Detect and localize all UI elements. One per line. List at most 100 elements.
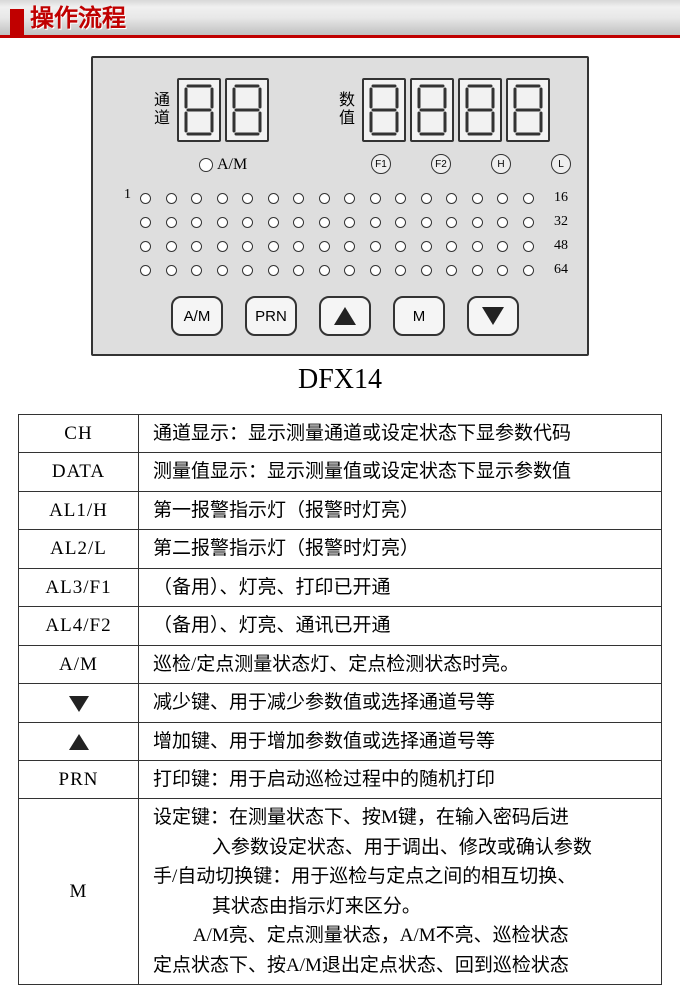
led-dot <box>421 193 432 204</box>
led-dot <box>395 217 406 228</box>
table-row: 减少键、用于减少参数值或选择通道号等 <box>19 684 662 722</box>
table-value-line: 手/自动切换键：用于巡检与定点之间的相互切换、 <box>153 862 653 891</box>
table-key <box>19 684 139 722</box>
led-dot <box>523 217 534 228</box>
table-value: 第一报警指示灯（报警时灯亮） <box>139 491 662 529</box>
seg7-digit <box>362 78 406 142</box>
table-row: M设定键：在测量状态下、按M键，在输入密码后进入参数设定状态、用于调出、修改或确… <box>19 799 662 985</box>
seg7-digit <box>177 78 221 142</box>
channel-display-group: 通道 <box>153 78 273 142</box>
function-indicators: F1 F2 H L <box>371 154 571 174</box>
led-dot <box>497 193 508 204</box>
led-dot <box>395 241 406 252</box>
led-dot <box>140 265 151 276</box>
table-value: 测量值显示：显示测量值或设定状态下显示参数值 <box>139 453 662 491</box>
triangle-up-icon <box>334 307 356 325</box>
h-indicator: H <box>491 154 511 174</box>
led-dot <box>140 193 151 204</box>
led-right-label: 32 <box>554 214 574 230</box>
table-key: DATA <box>19 453 139 491</box>
led-dot <box>523 241 534 252</box>
led-right-label: 48 <box>554 238 574 254</box>
device-diagram: 通道 数值 A/M F1 F2 H L 116324864 <box>0 38 680 404</box>
led-dot <box>217 217 228 228</box>
table-value: 通道显示：显示测量通道或设定状态下显参数代码 <box>139 415 662 453</box>
led-dot <box>268 193 279 204</box>
value-label: 数值 <box>338 92 356 128</box>
table-key: PRN <box>19 760 139 798</box>
table-value-line: 设定键：在测量状态下、按M键，在输入密码后进 <box>153 803 653 832</box>
table-key: M <box>19 799 139 985</box>
table-key: A/M <box>19 645 139 683</box>
seg7-digit <box>458 78 502 142</box>
led-dot <box>140 241 151 252</box>
am-button[interactable]: A/M <box>171 296 223 336</box>
led-dot <box>268 241 279 252</box>
led-dot <box>446 217 457 228</box>
led-dot <box>497 241 508 252</box>
channel-label: 通道 <box>153 92 171 128</box>
header-accent <box>10 9 24 35</box>
led-dot <box>191 265 202 276</box>
device-panel: 通道 数值 A/M F1 F2 H L 116324864 <box>91 56 589 356</box>
table-key: CH <box>19 415 139 453</box>
led-dot <box>472 217 483 228</box>
table-value: 打印键：用于启动巡检过程中的随机打印 <box>139 760 662 798</box>
led-dot <box>421 217 432 228</box>
led-dot <box>217 265 228 276</box>
triangle-down-icon <box>482 307 504 325</box>
led-dot <box>421 265 432 276</box>
led-dot <box>370 241 381 252</box>
led-dot <box>472 265 483 276</box>
table-value: 第二报警指示灯（报警时灯亮） <box>139 530 662 568</box>
model-name: DFX14 <box>298 364 382 396</box>
table-value-line: 其状态由指示灯来区分。 <box>153 892 653 921</box>
led-dot <box>523 265 534 276</box>
led-dot <box>293 241 304 252</box>
f1-indicator: F1 <box>371 154 391 174</box>
led-dot <box>319 265 330 276</box>
led-dot <box>166 217 177 228</box>
header-bar: 操作流程 <box>0 0 680 38</box>
led-dot <box>140 217 151 228</box>
led-dot <box>319 193 330 204</box>
led-dot <box>242 217 253 228</box>
led-dot <box>370 265 381 276</box>
table-value-line: 入参数设定状态、用于调出、修改或确认参数 <box>153 833 653 862</box>
led-dot <box>191 241 202 252</box>
led-dot <box>242 265 253 276</box>
table-value: 巡检/定点测量状态灯、定点检测状态时亮。 <box>139 645 662 683</box>
led-dot <box>395 193 406 204</box>
led-dot <box>395 265 406 276</box>
table-key: AL4/F2 <box>19 607 139 645</box>
led-dot <box>370 217 381 228</box>
led-dot <box>344 241 355 252</box>
am-indicator: A/M <box>199 156 247 174</box>
led-dot <box>319 217 330 228</box>
led-dot <box>497 265 508 276</box>
led-grid: 116324864 <box>140 190 574 286</box>
led-dot <box>191 193 202 204</box>
led-dot <box>242 193 253 204</box>
table-row: A/M巡检/定点测量状态灯、定点检测状态时亮。 <box>19 645 662 683</box>
down-button[interactable] <box>467 296 519 336</box>
table-row: AL4/F2（备用）、灯亮、通讯已开通 <box>19 607 662 645</box>
led-dot <box>166 265 177 276</box>
led-dot <box>344 193 355 204</box>
triangle-up-icon <box>69 734 89 750</box>
led-dot <box>523 193 534 204</box>
led-row: 32 <box>140 214 574 230</box>
led-dot <box>293 193 304 204</box>
led-dot <box>472 241 483 252</box>
table-value: 设定键：在测量状态下、按M键，在输入密码后进入参数设定状态、用于调出、修改或确认… <box>139 799 662 985</box>
up-button[interactable] <box>319 296 371 336</box>
m-button[interactable]: M <box>393 296 445 336</box>
prn-button[interactable]: PRN <box>245 296 297 336</box>
value-display-group: 数值 <box>338 78 554 142</box>
led-dot <box>191 217 202 228</box>
led-dot <box>446 265 457 276</box>
triangle-down-icon <box>69 696 89 712</box>
table-row: AL3/F1（备用）、灯亮、打印已开通 <box>19 568 662 606</box>
l-indicator: L <box>551 154 571 174</box>
button-row: A/M PRN M <box>171 296 519 336</box>
